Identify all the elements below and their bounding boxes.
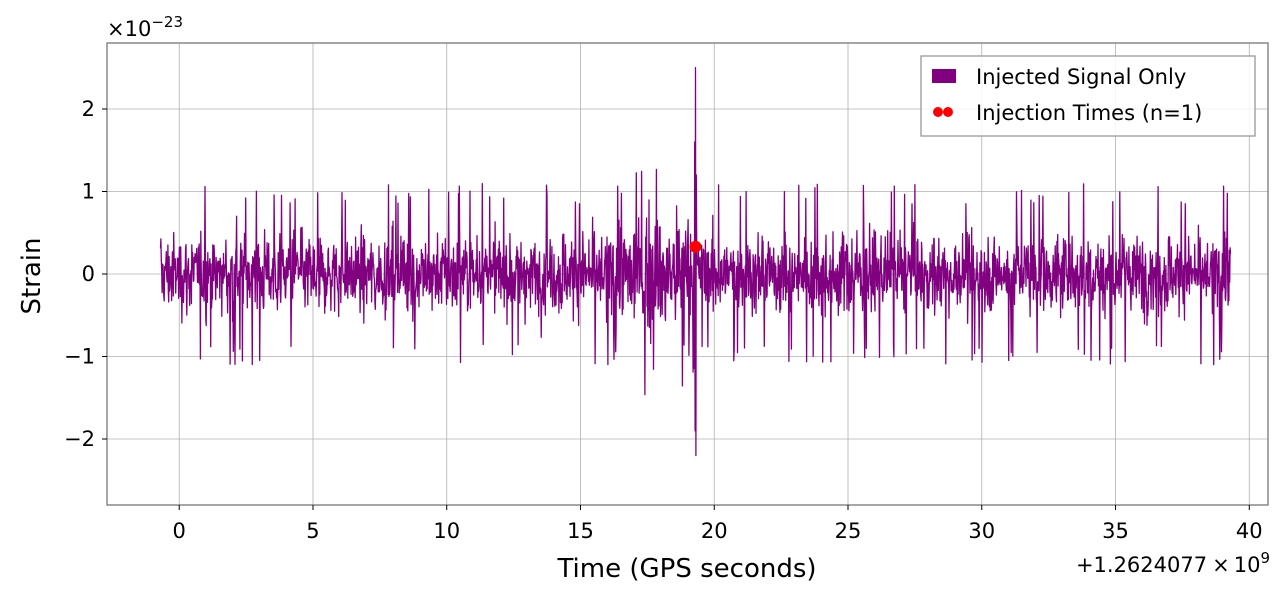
y-tick-label: 2 — [82, 97, 95, 121]
x-tick-label: 0 — [173, 519, 186, 543]
x-tick-label: 10 — [433, 519, 460, 543]
legend-box — [920, 55, 1256, 137]
y-tick-label: −2 — [64, 427, 95, 451]
series-injected-signal-line — [159, 67, 1232, 457]
x-tick-label: 15 — [567, 519, 594, 543]
legend-signal-label: Injected Signal Only — [976, 65, 1186, 89]
legend-injection-marker — [943, 107, 953, 117]
legend-injection-marker — [933, 107, 943, 117]
legend-injection-label: Injection Times (n=1) — [976, 101, 1202, 125]
x-tick-label: 20 — [701, 519, 728, 543]
x-axis-label: Time (GPS seconds) — [556, 554, 816, 584]
y-tick-label: −1 — [64, 345, 95, 369]
legend: Injected Signal Only Injection Times (n=… — [920, 55, 1256, 137]
x-tick-label: 25 — [835, 519, 862, 543]
x-tick-label: 35 — [1102, 519, 1129, 543]
y-axis-ticks: −2 −1 0 1 2 — [64, 97, 107, 451]
x-tick-label: 30 — [968, 519, 995, 543]
x-axis-ticks: 0 5 10 15 20 25 30 35 40 — [173, 505, 1263, 543]
legend-signal-swatch — [932, 69, 956, 83]
y-scale-label: ×10−23 — [107, 13, 183, 41]
y-tick-label: 1 — [82, 180, 95, 204]
y-tick-label: 0 — [82, 262, 95, 286]
x-offset-label: +1.2624077 × 109 — [1076, 549, 1270, 577]
y-axis-label: Strain — [17, 237, 47, 314]
x-tick-label: 40 — [1236, 519, 1263, 543]
times-sign: × — [1212, 553, 1230, 577]
x-tick-label: 5 — [306, 519, 319, 543]
injection-time-point — [689, 240, 702, 253]
